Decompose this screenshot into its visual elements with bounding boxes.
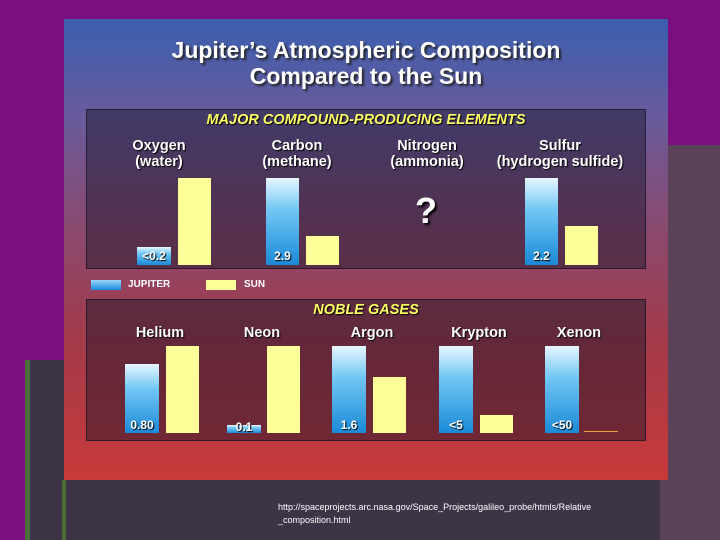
value-jupiter-helium: 0.80 <box>130 418 154 432</box>
value-jupiter-sulfur: 2.2 <box>533 249 550 263</box>
oxygen-compound: (water) <box>135 154 183 170</box>
bar-sun-sulfur <box>565 226 598 265</box>
sulfur-compound: (hydrogen sulfide) <box>496 154 624 170</box>
major-panel-title: MAJOR COMPOUND-PRODUCING ELEMENTS <box>206 112 526 128</box>
xenon-label: Xenon <box>556 325 602 341</box>
bar-sun-neon <box>267 346 300 433</box>
krypton-label: Krypton <box>451 325 507 341</box>
nitrogen-unknown-mark: ? <box>415 190 437 231</box>
nitrogen-compound: (ammonia) <box>390 154 464 170</box>
legend-sun-label: SUN <box>244 279 266 290</box>
title-line-1: Jupiter’s Atmospheric Composition <box>171 37 561 63</box>
slide-title: Jupiter’s Atmospheric Composition Compar… <box>64 37 668 89</box>
helium-label: Helium <box>135 325 185 341</box>
major-elements-panel: MAJOR COMPOUND-PRODUCING ELEMENTS Oxygen… <box>86 109 646 269</box>
sun-xenon-baseline <box>584 431 618 432</box>
nitrogen-label: Nitrogen (ammonia) <box>352 138 502 170</box>
sulfur-name: Sulfur <box>539 138 581 154</box>
carbon-name: Carbon <box>271 138 323 154</box>
oxygen-label: Oxygen (water) <box>84 138 234 170</box>
bar-jupiter-helium <box>125 364 159 433</box>
neon-label: Neon <box>243 325 281 341</box>
legend-jupiter-swatch <box>91 280 121 290</box>
background-right-strip <box>660 145 720 540</box>
value-jupiter-neon: 0.1 <box>235 420 253 434</box>
carbon-compound: (methane) <box>262 154 332 170</box>
sulfur-label: Sulfur (hydrogen sulfide) <box>485 138 635 170</box>
bar-jupiter-krypton <box>439 346 473 433</box>
legend-sun-swatch <box>206 280 236 290</box>
slide: Jupiter’s Atmospheric Composition Compar… <box>64 19 668 480</box>
bar-jupiter-neon <box>227 425 261 433</box>
source-url: http://spaceprojects.arc.nasa.gov/Space_… <box>278 501 591 527</box>
bar-jupiter-sulfur <box>525 178 558 265</box>
bar-jupiter-argon <box>332 346 366 433</box>
background-green-line-2 <box>62 480 66 540</box>
source-url-line-2: _composition.html <box>278 515 351 525</box>
nitrogen-name: Nitrogen <box>397 138 457 154</box>
argon-label: Argon <box>350 325 394 341</box>
background-green-line <box>25 360 30 540</box>
oxygen-name: Oxygen <box>132 138 186 154</box>
bar-jupiter-oxygen <box>137 247 171 265</box>
bar-sun-carbon <box>306 236 339 265</box>
carbon-label: Carbon (methane) <box>222 138 372 170</box>
noble-panel-title: NOBLE GASES <box>313 302 419 318</box>
noble-gases-panel: NOBLE GASES Helium Neon Argon Krypton Xe… <box>86 299 646 441</box>
title-line-2: Compared to the Sun <box>249 63 483 89</box>
bar-sun-argon <box>373 377 406 433</box>
value-jupiter-krypton: <5 <box>449 418 463 432</box>
bar-jupiter-xenon <box>545 346 579 433</box>
legend-jupiter-label: JUPITER <box>128 279 171 290</box>
value-jupiter-argon: 1.6 <box>340 418 358 432</box>
bar-sun-helium <box>166 346 199 433</box>
value-jupiter-xenon: <50 <box>551 418 573 432</box>
value-jupiter-oxygen: <0.2 <box>142 249 166 263</box>
bar-sun-krypton <box>480 415 513 433</box>
value-jupiter-carbon: 2.9 <box>274 249 291 263</box>
bar-jupiter-carbon <box>266 178 299 265</box>
source-url-line-1: http://spaceprojects.arc.nasa.gov/Space_… <box>278 502 592 512</box>
bar-sun-oxygen <box>178 178 211 265</box>
